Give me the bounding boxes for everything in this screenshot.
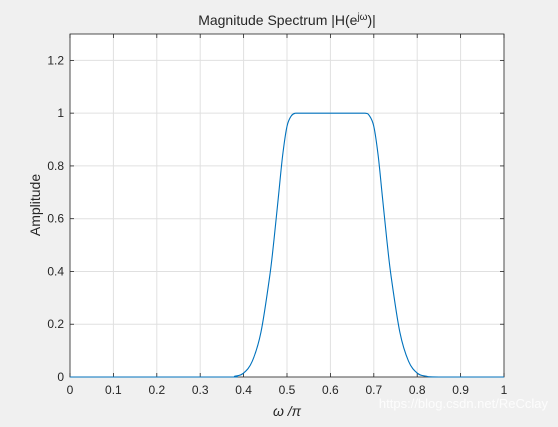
y-tick-label: 0.2 bbox=[47, 317, 64, 331]
series-layer bbox=[70, 112, 504, 378]
x-tick-label: 0.7 bbox=[365, 383, 382, 397]
x-tick-label: 0.6 bbox=[322, 383, 339, 397]
x-tick-label: 0.5 bbox=[279, 383, 296, 397]
x-tick-label: 0.8 bbox=[409, 383, 426, 397]
y-axis-label: Amplitude bbox=[27, 174, 43, 236]
x-tick-label: 0.2 bbox=[148, 383, 165, 397]
y-tick-label: 0.8 bbox=[47, 159, 64, 173]
y-tick-label: 1 bbox=[57, 106, 64, 120]
watermark-text: https://blog.csdn.net/ReCclay bbox=[379, 396, 549, 411]
x-tick-label: 0.9 bbox=[452, 383, 469, 397]
chart-title-main: Magnitude Spectrum |H(e bbox=[198, 12, 357, 28]
chart-title-tail: )| bbox=[367, 12, 375, 28]
x-tick-label: 0.3 bbox=[192, 383, 209, 397]
series-line bbox=[70, 112, 504, 378]
x-axis-label: ω /π bbox=[273, 403, 302, 419]
y-tick-label: 0 bbox=[57, 370, 64, 384]
x-tick-label: 1 bbox=[501, 383, 508, 397]
x-tick-label: 0.4 bbox=[235, 383, 252, 397]
chart-title-sup: jω bbox=[356, 12, 367, 23]
chart-title: Magnitude Spectrum |H(ejω)| bbox=[198, 12, 376, 28]
x-tick-label: 0.1 bbox=[105, 383, 122, 397]
y-tick-label: 1.2 bbox=[47, 53, 64, 67]
ticks: 0 0.1 0.2 0.3 0.4 0.5 0.6 0.7 0.8 0.9 1 0 0.2 0.4 0.6 0… bbox=[47, 34, 508, 397]
y-tick-label: 0.4 bbox=[47, 264, 64, 278]
x-tick-label: 0 bbox=[67, 383, 74, 397]
y-tick-label: 0.6 bbox=[47, 212, 64, 226]
